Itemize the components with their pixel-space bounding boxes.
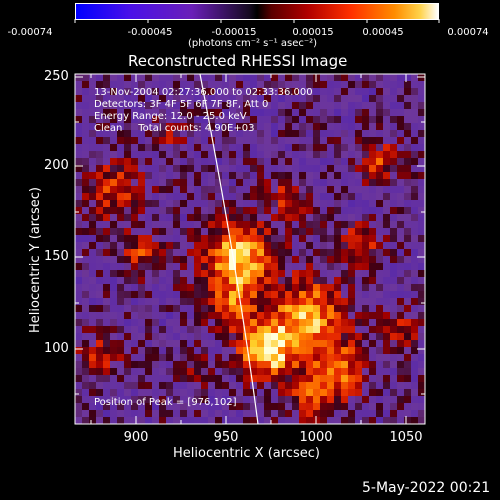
y-tick-label: 100	[44, 341, 69, 356]
y-tick-label: 200	[44, 158, 69, 173]
x-tick-label: 1050	[389, 430, 423, 445]
colorbar-tick-label: 0.00045	[362, 27, 404, 38]
colorbar-units: (photons cm⁻² s⁻¹ asec⁻²)	[188, 38, 318, 49]
plot-title: Reconstructed RHESSI Image	[128, 52, 348, 70]
colorbar-tick-label: -0.00074	[7, 27, 53, 38]
timestamp: 5-May-2022 00:21	[362, 480, 491, 496]
y-axis-title: Heliocentric Y (arcsec)	[28, 187, 43, 333]
x-tick-label: 950	[213, 430, 239, 445]
colorbar-tick-label: -0.00015	[211, 27, 257, 38]
y-tick-label: 150	[44, 249, 69, 264]
info-time-range: 13-Nov-2004 02:27:36.000 to 02:33:36.000	[94, 87, 313, 98]
info-detectors: Detectors: 3F 4F 5F 6F 7F 8F, Att 0	[94, 99, 269, 110]
info-energy-range: Energy Range: 12.0 - 25.0 keV	[94, 111, 247, 122]
y-tick-label: 250	[44, 69, 69, 84]
colorbar-ticks	[74, 19, 440, 23]
info-clean-counts: Clean Total counts: 4.90E+03	[94, 123, 255, 134]
colorbar	[75, 3, 439, 20]
x-tick-label: 1000	[299, 430, 333, 445]
x-axis-title: Heliocentric X (arcsec)	[173, 446, 320, 461]
solar-limb-line	[199, 73, 259, 425]
colorbar-tick-label: -0.00045	[127, 27, 173, 38]
x-tick-label: 900	[123, 430, 149, 445]
colorbar-tick-label: 0.00074	[447, 27, 489, 38]
colorbar-tick-label: 0.00015	[292, 27, 334, 38]
peak-position-label: Position of Peak = [976,102]	[94, 397, 237, 408]
